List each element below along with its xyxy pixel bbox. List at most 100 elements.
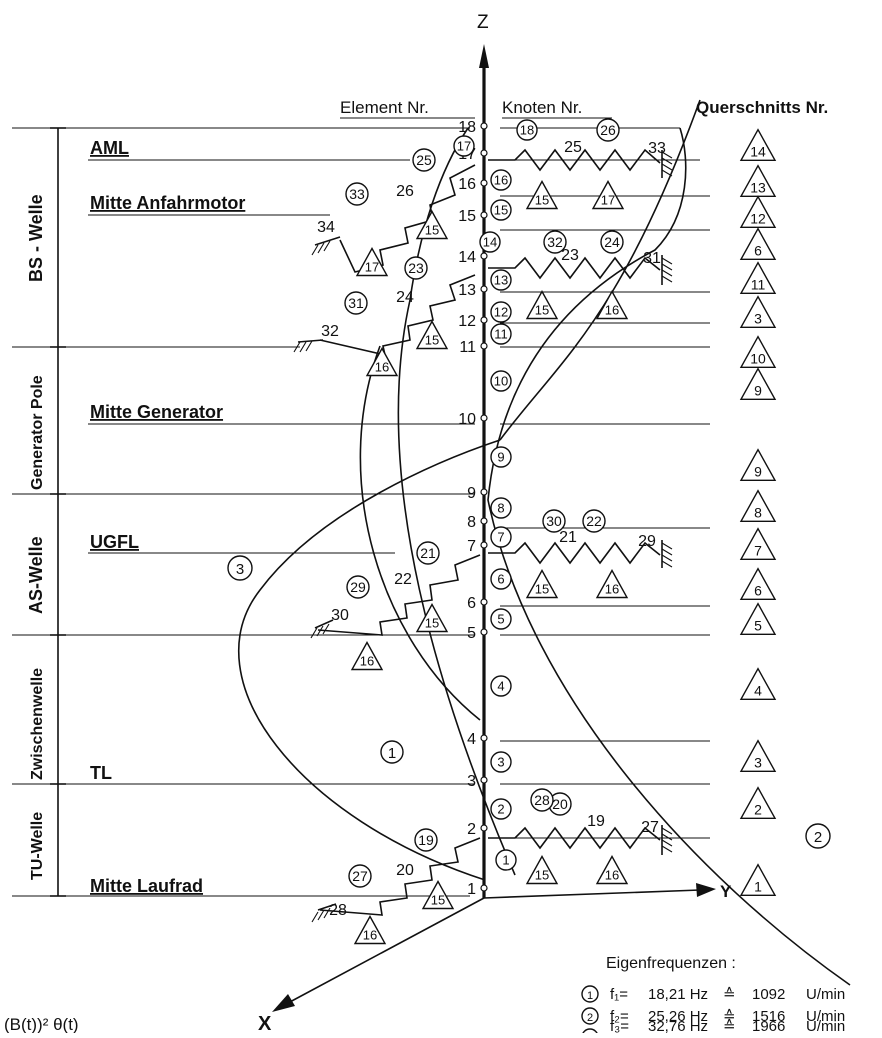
svg-text:33: 33 (349, 186, 365, 202)
label-mitte-anfahrmotor: Mitte Anfahrmotor (90, 193, 245, 213)
spring-element-circle: 21 (416, 541, 440, 565)
svg-text:11: 11 (751, 276, 766, 292)
node-dot (480, 598, 488, 606)
svg-text:15: 15 (425, 223, 439, 238)
shaft-element-circle: 3 (490, 751, 512, 773)
svg-text:7: 7 (497, 530, 504, 545)
svg-text:16: 16 (605, 303, 619, 318)
svg-text:16: 16 (363, 928, 377, 943)
svg-text:13: 13 (750, 179, 766, 195)
node-label: 3 (467, 773, 476, 790)
section-bs-welle: BS - Welle (26, 194, 46, 282)
svg-text:12: 12 (494, 305, 508, 320)
node-dot (480, 316, 488, 324)
cross-section-triangle: 3 (739, 295, 777, 328)
svg-text:25: 25 (416, 152, 432, 168)
eigen-title: Eigenfrequenzen : (606, 955, 736, 972)
svg-text:8: 8 (754, 504, 762, 520)
cross-section-triangle: 9 (739, 367, 777, 400)
node-label: 13 (458, 282, 476, 299)
spring-element-circle: 27 (348, 864, 372, 888)
svg-text:16: 16 (605, 868, 619, 883)
svg-text:20: 20 (552, 796, 568, 812)
svg-text:15: 15 (494, 203, 508, 218)
spring-element-circle: 33 (345, 182, 369, 206)
node-label: 7 (467, 538, 476, 555)
shaft-element-circle: 2 (490, 798, 512, 820)
svg-text:15: 15 (425, 616, 439, 631)
spring-node-label: 23 (561, 247, 579, 264)
svg-text:16: 16 (375, 360, 389, 375)
spring-node-label: 19 (587, 813, 605, 830)
node-dot (480, 541, 488, 549)
section-generator-pole: Generator Pole (29, 375, 46, 490)
shaft-element-circle: 14 (479, 231, 501, 253)
header-querschnitts-nr: Querschnitts Nr. (696, 98, 828, 117)
node-dot (480, 776, 488, 784)
shaft-element-circle: 8 (490, 497, 512, 519)
svg-text:11: 11 (494, 327, 508, 342)
svg-text:28: 28 (534, 792, 550, 808)
node-label: 18 (458, 119, 476, 136)
x-axis-label: X (258, 1013, 272, 1033)
mass-element-triangle: 15 (415, 320, 449, 350)
z-axis-arrow (479, 44, 489, 68)
shaft-element-circle: 16 (490, 169, 512, 191)
label-mitte-generator: Mitte Generator (90, 402, 223, 422)
shaft-element-circle: 7 (490, 526, 512, 548)
svg-text:15: 15 (431, 893, 445, 908)
mass-element-triangle: 17 (591, 180, 625, 210)
svg-text:U/min: U/min (806, 1018, 845, 1033)
node-dot (480, 149, 488, 157)
mass-element-triangle: 16 (595, 855, 629, 885)
spring-element-circle: 28 (530, 788, 554, 812)
svg-text:13: 13 (494, 273, 508, 288)
svg-text:10: 10 (750, 350, 766, 366)
svg-text:6: 6 (754, 582, 762, 598)
spring-node-label: 31 (643, 250, 661, 267)
spring-element-circle: 22 (582, 509, 606, 533)
node-label: 11 (459, 339, 476, 356)
svg-text:≙: ≙ (723, 1018, 736, 1033)
svg-text:1: 1 (388, 745, 396, 762)
shaft-element-circle: 6 (490, 568, 512, 590)
svg-text:1: 1 (502, 853, 509, 868)
svg-text:9: 9 (754, 382, 762, 398)
cross-section-triangle: 3 (739, 739, 777, 772)
ground-symbols (293, 150, 673, 923)
mass-element-triangle: 16 (595, 569, 629, 599)
svg-text:f₃=: f₃= (610, 1018, 629, 1033)
spring-node-label: 22 (394, 571, 412, 588)
mass-element-triangle: 15 (415, 210, 449, 240)
label-mitte-laufrad: Mitte Laufrad (90, 876, 203, 896)
formula-fragment: (B(t))² θ(t) (4, 1015, 79, 1033)
svg-text:21: 21 (420, 545, 436, 561)
svg-text:15: 15 (535, 868, 549, 883)
node-label: 6 (467, 595, 476, 612)
mass-element-triangle: 15 (421, 880, 455, 910)
mode-shape-3 (237, 439, 501, 881)
node-label: 8 (467, 514, 476, 531)
svg-text:9: 9 (497, 450, 504, 465)
svg-text:14: 14 (483, 235, 497, 250)
svg-text:16: 16 (360, 654, 374, 669)
spring-node-label: 30 (331, 607, 349, 624)
svg-text:U/min: U/min (806, 986, 845, 1003)
label-ugfl: UGFL (90, 532, 139, 552)
svg-text:30: 30 (546, 513, 562, 529)
y-axis (483, 889, 701, 899)
spring-node-label: 26 (396, 183, 414, 200)
node-label: 9 (467, 485, 476, 502)
mode-shape-3-upper (499, 99, 701, 441)
svg-text:1092: 1092 (752, 986, 785, 1003)
shaft-element-circle: 18 (516, 119, 538, 141)
mass-element-triangle: 17 (355, 247, 389, 277)
mass-element-triangle: 15 (525, 290, 559, 320)
spring-element-circle: 26 (596, 118, 620, 142)
cross-section-triangle: 7 (739, 527, 777, 560)
cross-section-triangle: 8 (739, 489, 777, 522)
svg-text:29: 29 (350, 579, 366, 595)
mass-element-triangle: 15 (525, 180, 559, 210)
node-dot (480, 824, 488, 832)
